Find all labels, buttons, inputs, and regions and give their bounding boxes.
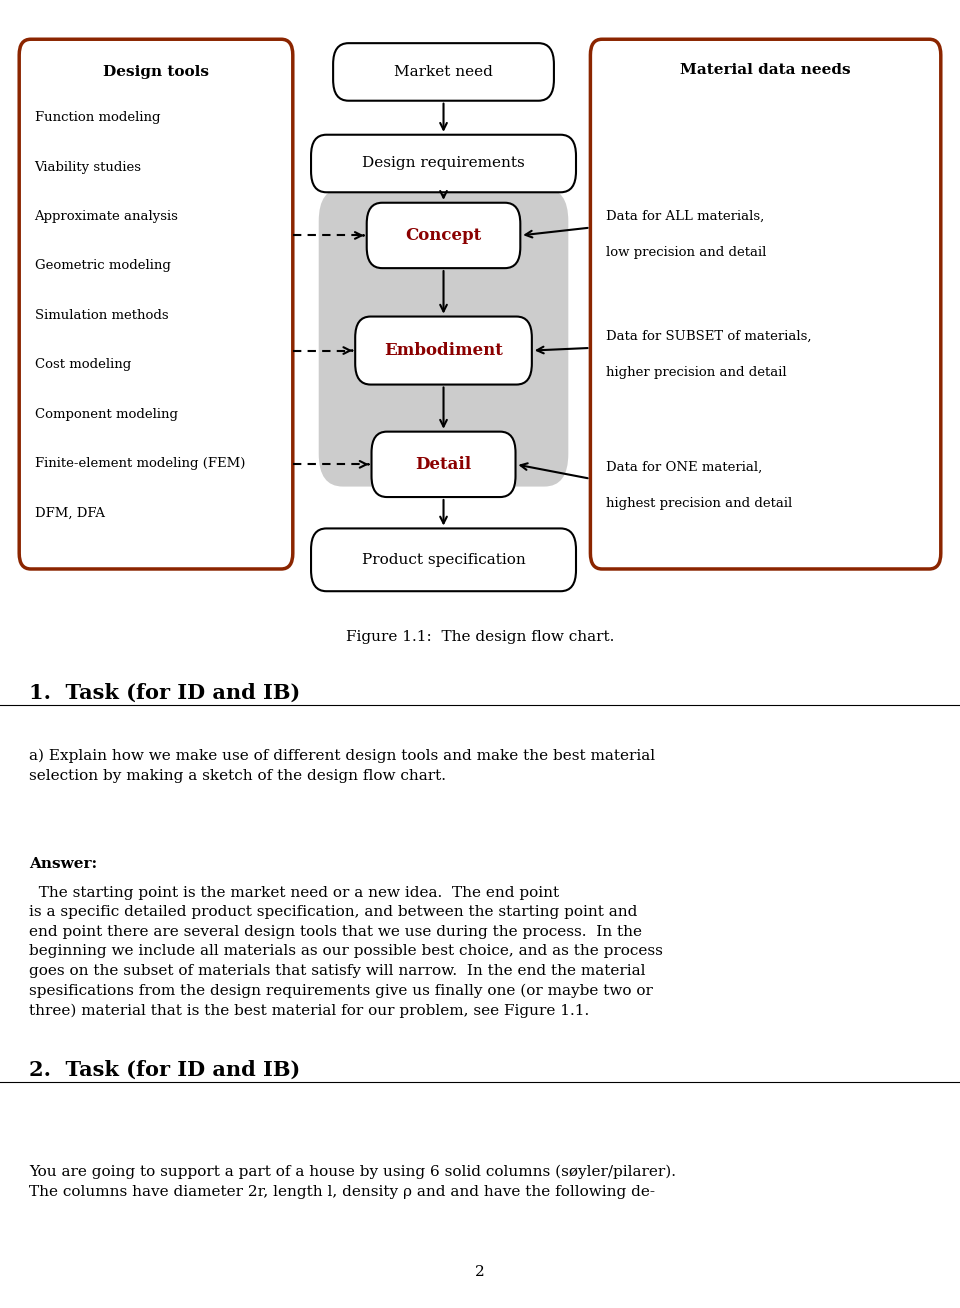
Text: Viability studies: Viability studies <box>35 161 141 174</box>
Text: low precision and detail: low precision and detail <box>606 246 766 259</box>
Text: 2.  Task (for ID and IB): 2. Task (for ID and IB) <box>29 1059 300 1079</box>
FancyBboxPatch shape <box>355 317 532 385</box>
Text: Material data needs: Material data needs <box>681 63 851 77</box>
Text: Figure 1.1:  The design flow chart.: Figure 1.1: The design flow chart. <box>346 630 614 645</box>
Text: Data for ALL materials,: Data for ALL materials, <box>606 209 764 222</box>
Text: Function modeling: Function modeling <box>35 111 160 124</box>
FancyBboxPatch shape <box>319 188 568 487</box>
Text: Approximate analysis: Approximate analysis <box>35 211 179 222</box>
Text: Market need: Market need <box>395 65 492 78</box>
Text: Embodiment: Embodiment <box>384 343 503 358</box>
Text: higher precision and detail: higher precision and detail <box>606 366 786 379</box>
Text: DFM, DFA: DFM, DFA <box>35 506 105 519</box>
Text: Data for ONE material,: Data for ONE material, <box>606 460 762 473</box>
Text: Simulation methods: Simulation methods <box>35 309 168 322</box>
Text: Product specification: Product specification <box>362 553 525 566</box>
FancyBboxPatch shape <box>19 39 293 569</box>
Text: Finite-element modeling (FEM): Finite-element modeling (FEM) <box>35 456 245 470</box>
FancyBboxPatch shape <box>333 43 554 101</box>
Text: 2: 2 <box>475 1265 485 1279</box>
Text: Geometric modeling: Geometric modeling <box>35 259 171 272</box>
Text: Design tools: Design tools <box>103 65 209 80</box>
Text: 1.  Task (for ID and IB): 1. Task (for ID and IB) <box>29 683 300 702</box>
FancyBboxPatch shape <box>367 203 520 268</box>
Text: Cost modeling: Cost modeling <box>35 358 131 371</box>
Text: Answer:: Answer: <box>29 857 97 871</box>
Text: Data for SUBSET of materials,: Data for SUBSET of materials, <box>606 330 811 343</box>
Text: Component modeling: Component modeling <box>35 408 178 421</box>
Text: The starting point is the market need or a new idea.  The end point
is a specifi: The starting point is the market need or… <box>29 886 662 1018</box>
Text: a) Explain how we make use of different design tools and make the best material
: a) Explain how we make use of different … <box>29 748 655 783</box>
Text: Concept: Concept <box>405 228 482 243</box>
Text: Detail: Detail <box>416 456 471 472</box>
FancyBboxPatch shape <box>372 432 516 497</box>
FancyBboxPatch shape <box>590 39 941 569</box>
Text: Design requirements: Design requirements <box>362 157 525 170</box>
FancyBboxPatch shape <box>311 135 576 192</box>
Text: You are going to support a part of a house by using 6 solid columns (søyler/pila: You are going to support a part of a hou… <box>29 1164 676 1199</box>
Text: highest precision and detail: highest precision and detail <box>606 497 792 510</box>
FancyBboxPatch shape <box>311 528 576 591</box>
